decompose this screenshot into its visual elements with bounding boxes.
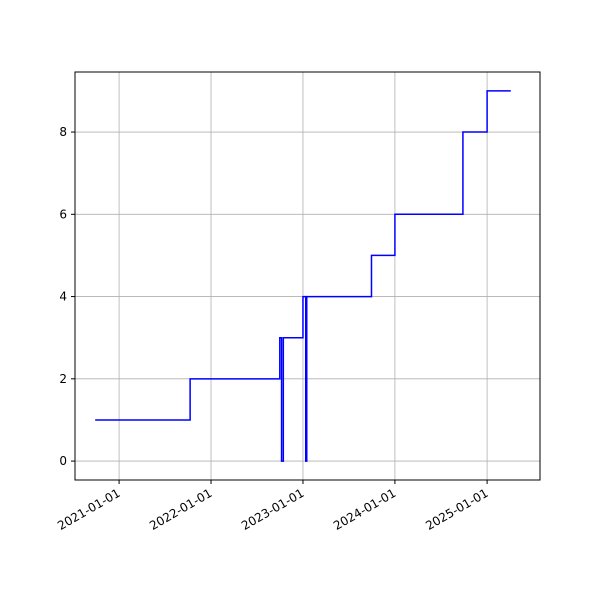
y-tick-label: 0 <box>59 454 67 468</box>
y-tick-label: 8 <box>59 125 67 139</box>
plot-frame <box>74 71 541 481</box>
step-line <box>95 90 511 462</box>
y-tick-label: 2 <box>59 372 67 386</box>
y-tick-label: 6 <box>59 207 67 221</box>
y-tick-label: 4 <box>59 290 67 304</box>
